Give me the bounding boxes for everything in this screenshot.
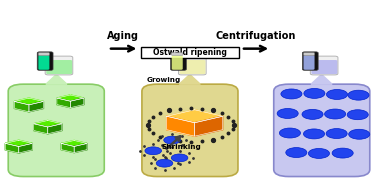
FancyBboxPatch shape: [142, 84, 238, 176]
Polygon shape: [34, 120, 62, 127]
Circle shape: [277, 108, 298, 118]
Circle shape: [326, 129, 347, 139]
FancyBboxPatch shape: [46, 60, 72, 74]
FancyBboxPatch shape: [310, 56, 338, 75]
Text: Centrifugation: Centrifugation: [215, 31, 296, 41]
FancyBboxPatch shape: [38, 53, 50, 55]
Circle shape: [164, 136, 180, 144]
Circle shape: [348, 90, 369, 100]
Circle shape: [286, 147, 307, 158]
Circle shape: [325, 109, 345, 119]
FancyBboxPatch shape: [172, 55, 183, 70]
Circle shape: [156, 159, 173, 167]
FancyBboxPatch shape: [172, 53, 183, 55]
Circle shape: [171, 154, 188, 162]
FancyBboxPatch shape: [311, 60, 337, 74]
Polygon shape: [5, 143, 19, 153]
FancyBboxPatch shape: [141, 47, 239, 58]
Circle shape: [332, 148, 353, 158]
Polygon shape: [14, 101, 29, 112]
Polygon shape: [5, 140, 32, 146]
Polygon shape: [14, 98, 43, 105]
Polygon shape: [311, 74, 332, 84]
Circle shape: [304, 88, 325, 98]
FancyBboxPatch shape: [180, 60, 206, 74]
FancyBboxPatch shape: [304, 53, 314, 55]
Circle shape: [279, 128, 301, 138]
Circle shape: [327, 90, 347, 100]
Polygon shape: [19, 143, 32, 153]
Polygon shape: [57, 98, 70, 108]
Circle shape: [308, 148, 330, 158]
Circle shape: [281, 89, 302, 99]
Polygon shape: [61, 143, 74, 153]
FancyBboxPatch shape: [178, 56, 206, 75]
Polygon shape: [195, 116, 223, 136]
Polygon shape: [29, 101, 43, 112]
Polygon shape: [70, 98, 84, 108]
Polygon shape: [167, 116, 195, 136]
Polygon shape: [57, 95, 84, 101]
Circle shape: [145, 147, 161, 155]
Circle shape: [302, 109, 323, 119]
FancyBboxPatch shape: [8, 84, 104, 176]
FancyBboxPatch shape: [304, 55, 314, 70]
FancyBboxPatch shape: [170, 52, 186, 70]
Polygon shape: [74, 143, 87, 153]
Polygon shape: [46, 74, 67, 84]
Polygon shape: [179, 74, 200, 84]
Text: Growing: Growing: [147, 77, 181, 83]
FancyBboxPatch shape: [302, 52, 318, 70]
FancyBboxPatch shape: [45, 56, 73, 75]
Polygon shape: [61, 141, 87, 146]
Polygon shape: [34, 124, 48, 134]
Circle shape: [349, 129, 370, 139]
Polygon shape: [167, 110, 223, 123]
Text: Ostwald ripening: Ostwald ripening: [153, 48, 227, 57]
FancyBboxPatch shape: [37, 52, 53, 70]
Circle shape: [304, 129, 325, 139]
Text: Shrinking: Shrinking: [161, 144, 201, 150]
Text: Aging: Aging: [107, 31, 139, 41]
FancyBboxPatch shape: [274, 84, 370, 176]
Circle shape: [347, 110, 368, 120]
FancyBboxPatch shape: [38, 55, 50, 70]
Polygon shape: [48, 124, 62, 134]
